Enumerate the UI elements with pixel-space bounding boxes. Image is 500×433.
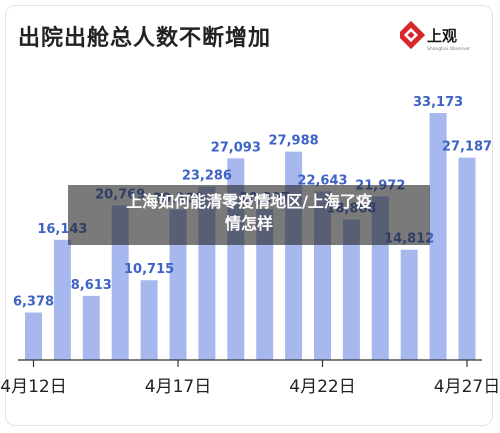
bar-4月27日 — [458, 157, 476, 360]
bar-4月17日 — [169, 209, 187, 360]
value-label: 27,988 — [269, 134, 319, 149]
bar-4月13日 — [53, 239, 71, 360]
bar-4月14日 — [82, 295, 100, 360]
bar-4月25日 — [400, 249, 418, 360]
logo-text: 上观 — [427, 27, 457, 45]
value-label: 6,378 — [13, 295, 54, 310]
value-label: 27,093 — [211, 140, 261, 155]
bar-4月12日 — [25, 312, 42, 360]
bar-4月16日 — [140, 280, 158, 360]
caption-overlay: 上海如何能清零疫情地区/上海了疫 情怎样 — [68, 185, 430, 245]
value-label: 22,643 — [297, 173, 347, 188]
value-label: 33,173 — [413, 95, 463, 110]
chart-title: 出院出舱总人数不断增加 — [18, 26, 272, 51]
x-tick-label: 4月12日 — [0, 377, 66, 397]
shanghai-observer-logo: 上观 Shanghai Observer — [400, 20, 470, 52]
value-label: 23,286 — [182, 169, 232, 184]
logo-subtext: Shanghai Observer — [427, 46, 470, 52]
caption-line-1: 上海如何能清零疫情地区/上海了疫 — [126, 192, 372, 211]
x-tick-label: 4月17日 — [145, 377, 211, 397]
value-label: 8,613 — [71, 278, 112, 293]
value-label: 10,715 — [124, 262, 174, 277]
bar-4月26日 — [429, 113, 447, 360]
x-tick-label: 4月27日 — [434, 377, 500, 397]
bar-4月23日 — [342, 219, 360, 360]
value-label: 27,187 — [442, 140, 492, 155]
bar-4月20日 — [256, 208, 274, 360]
x-tick-label: 4月22日 — [289, 377, 355, 397]
x-ticks-group: 4月12日 4月17日 4月22日 4月27日 — [0, 360, 500, 397]
caption-line-2: 情怎样 — [224, 214, 273, 233]
